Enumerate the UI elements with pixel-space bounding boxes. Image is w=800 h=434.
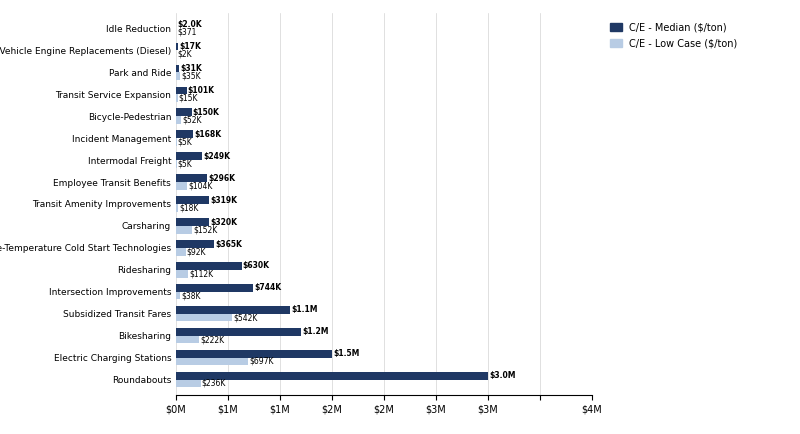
Text: $630K: $630K (242, 262, 270, 270)
Text: $697K: $697K (250, 357, 274, 366)
Bar (176, 358, 249, 365)
Text: $31K: $31K (181, 64, 202, 73)
Bar (176, 108, 192, 116)
Bar (176, 131, 194, 138)
Text: $92K: $92K (187, 247, 206, 256)
Text: $35K: $35K (181, 72, 201, 81)
Text: $236K: $236K (202, 379, 226, 388)
Bar (176, 335, 199, 343)
Legend: C/E - Median ($/ton), C/E - Low Case ($/ton): C/E - Median ($/ton), C/E - Low Case ($/… (605, 18, 742, 53)
Bar (176, 314, 232, 322)
Text: $52K: $52K (182, 115, 202, 125)
Text: $2.0K: $2.0K (178, 20, 202, 29)
Text: $1.2M: $1.2M (302, 327, 329, 336)
Bar (176, 174, 206, 182)
Bar (176, 292, 180, 299)
Text: $5K: $5K (178, 138, 193, 146)
Bar (176, 240, 214, 248)
Bar (176, 152, 202, 160)
Bar (176, 284, 254, 292)
Text: $152K: $152K (193, 225, 218, 234)
Bar (176, 72, 180, 80)
Text: $5K: $5K (178, 159, 193, 168)
Text: $112K: $112K (189, 269, 213, 278)
Bar (176, 65, 179, 72)
Bar (176, 94, 178, 102)
Bar (176, 86, 186, 94)
Bar (176, 372, 488, 380)
Text: $365K: $365K (215, 240, 242, 249)
Text: $1.5M: $1.5M (334, 349, 360, 358)
Bar (176, 380, 201, 387)
Bar (176, 262, 242, 270)
Text: $542K: $542K (234, 313, 258, 322)
Text: $744K: $744K (254, 283, 282, 293)
Bar (176, 226, 192, 233)
Text: $15K: $15K (179, 94, 198, 102)
Text: $17K: $17K (179, 42, 201, 51)
Text: $3.0M: $3.0M (490, 371, 516, 380)
Text: $296K: $296K (208, 174, 235, 183)
Text: $1.1M: $1.1M (292, 306, 318, 314)
Text: $104K: $104K (188, 181, 213, 191)
Bar (176, 43, 178, 50)
Text: $222K: $222K (200, 335, 225, 344)
Bar (176, 328, 301, 335)
Bar (176, 116, 182, 124)
Bar (176, 306, 290, 314)
Text: $320K: $320K (210, 217, 238, 227)
Bar (176, 350, 332, 358)
Text: $371: $371 (178, 28, 197, 37)
Text: $249K: $249K (203, 152, 230, 161)
Bar (176, 248, 186, 256)
Bar (176, 270, 188, 277)
Text: $18K: $18K (179, 203, 198, 212)
Bar (176, 182, 187, 190)
Bar (176, 218, 210, 226)
Text: $2K: $2K (178, 49, 192, 59)
Text: $150K: $150K (193, 108, 220, 117)
Bar (176, 196, 209, 204)
Text: $38K: $38K (181, 291, 201, 300)
Bar (176, 204, 178, 212)
Text: $319K: $319K (210, 196, 238, 205)
Text: $101K: $101K (188, 86, 214, 95)
Text: $168K: $168K (194, 130, 222, 139)
